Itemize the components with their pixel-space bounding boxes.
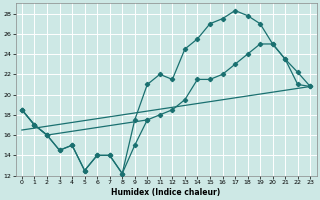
X-axis label: Humidex (Indice chaleur): Humidex (Indice chaleur): [111, 188, 221, 197]
